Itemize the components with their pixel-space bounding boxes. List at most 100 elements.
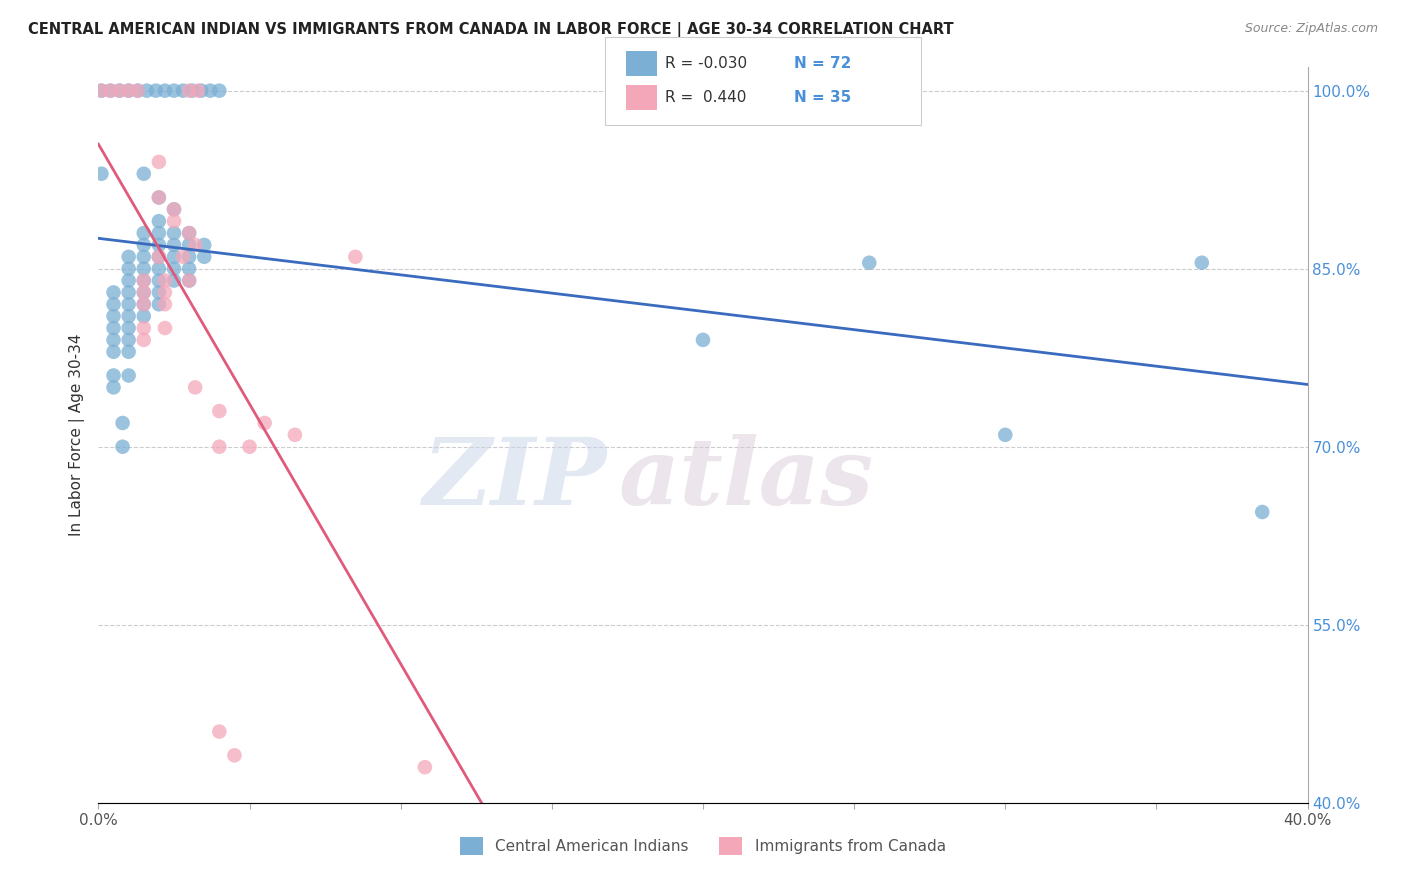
Point [179,274,201,288]
Point [127,84,149,98]
Point [111,440,134,454]
Point [118,309,141,323]
Point [118,297,141,311]
Point [148,190,170,204]
Point [132,274,155,288]
Point [190,84,212,98]
Point [184,380,207,394]
Point [100,84,122,98]
Point [103,309,125,323]
Text: R = -0.030: R = -0.030 [665,56,747,70]
Point [179,274,201,288]
Point [118,274,141,288]
Point [163,202,186,217]
Point [148,297,170,311]
Point [163,202,186,217]
Text: N = 35: N = 35 [794,90,852,104]
Point [103,321,125,335]
Point [224,748,246,763]
Point [148,250,170,264]
Point [127,84,149,98]
Point [153,274,176,288]
Point [994,428,1017,442]
Point [90,84,112,98]
Point [103,333,125,347]
Point [163,226,186,240]
Point [132,285,155,300]
Point [148,261,170,276]
Point [132,309,155,323]
Point [200,84,222,98]
Point [103,344,125,359]
Point [253,416,276,430]
Point [118,285,141,300]
Point [148,274,170,288]
Point [103,380,125,394]
Point [148,190,170,204]
Point [132,333,155,347]
Point [179,84,201,98]
Point [163,261,186,276]
Point [163,274,186,288]
Point [187,84,209,98]
Point [118,333,141,347]
Point [179,226,201,240]
Point [108,84,131,98]
Point [148,285,170,300]
Point [132,261,155,276]
Legend: Central American Indians, Immigrants from Canada: Central American Indians, Immigrants fro… [454,830,952,862]
Point [118,84,141,98]
Point [118,368,141,383]
Point [153,84,176,98]
Point [132,274,155,288]
Point [132,238,155,252]
Point [1251,505,1274,519]
Point [90,167,112,181]
Point [118,84,141,98]
Point [148,226,170,240]
Point [153,285,176,300]
Point [239,440,262,454]
Point [193,238,215,252]
Point [153,297,176,311]
Point [132,297,155,311]
Point [193,250,215,264]
Point [208,404,231,418]
Point [184,238,207,252]
Point [284,428,307,442]
Point [100,84,122,98]
Point [172,250,194,264]
Point [145,84,167,98]
Point [1191,256,1213,270]
Point [103,285,125,300]
Point [179,261,201,276]
Point [858,256,880,270]
Text: ZIP: ZIP [422,434,606,524]
Point [692,333,714,347]
Point [344,250,367,264]
Y-axis label: In Labor Force | Age 30-34: In Labor Force | Age 30-34 [69,334,84,536]
Point [179,250,201,264]
Point [413,760,436,774]
Point [163,214,186,228]
Point [208,440,231,454]
Point [179,238,201,252]
Point [118,261,141,276]
Point [132,167,155,181]
Point [132,250,155,264]
Point [153,321,176,335]
Point [148,250,170,264]
Point [132,285,155,300]
Point [103,368,125,383]
Text: CENTRAL AMERICAN INDIAN VS IMMIGRANTS FROM CANADA IN LABOR FORCE | AGE 30-34 COR: CENTRAL AMERICAN INDIAN VS IMMIGRANTS FR… [28,22,953,38]
Point [181,84,204,98]
Point [208,84,231,98]
Point [103,297,125,311]
Point [118,321,141,335]
Point [148,214,170,228]
Point [135,84,157,98]
Point [148,238,170,252]
Point [163,238,186,252]
Point [118,250,141,264]
Text: atlas: atlas [619,434,873,524]
